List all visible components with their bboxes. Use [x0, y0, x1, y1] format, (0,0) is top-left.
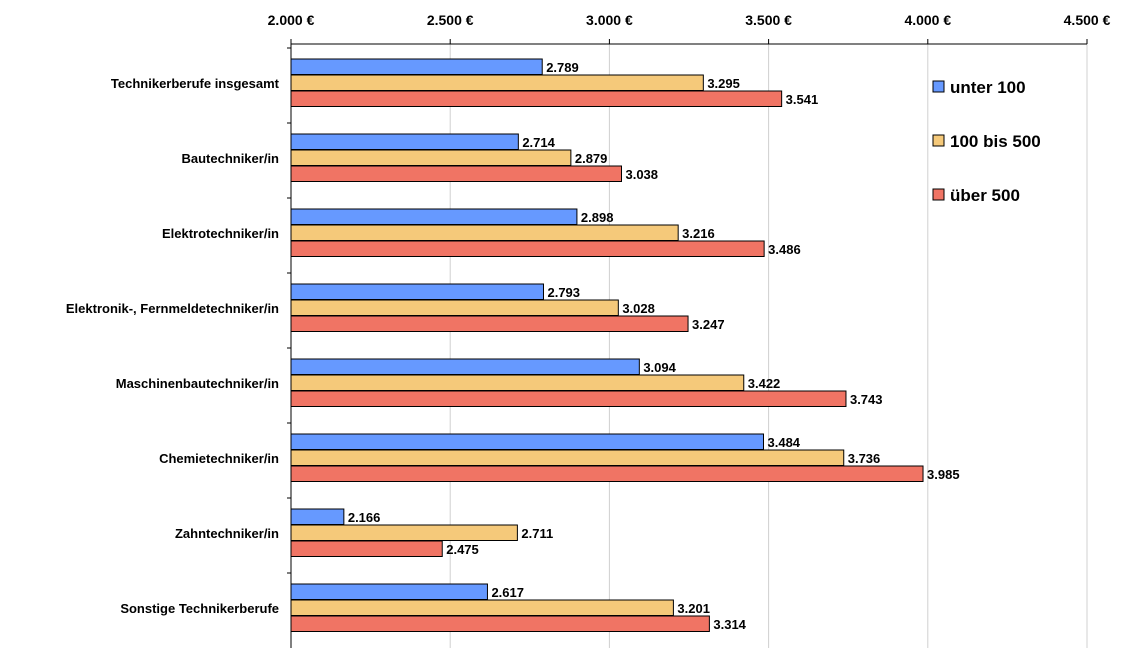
x-tick-label: 4.500 €: [1064, 12, 1111, 28]
category-label: Bautechniker/in: [181, 151, 279, 166]
legend-label: über 500: [950, 186, 1020, 205]
data-label: 3.422: [748, 376, 781, 391]
bar: [290, 599, 674, 616]
category-label: Zahntechniker/in: [175, 526, 279, 541]
data-label: 2.475: [446, 542, 479, 557]
category-label: Technikerberufe insgesamt: [111, 76, 280, 91]
data-label: 3.094: [643, 360, 676, 375]
legend-swatch: [932, 134, 945, 147]
data-label: 2.714: [522, 135, 555, 150]
bar: [290, 224, 679, 241]
data-label: 3.541: [786, 92, 819, 107]
legend-swatch: [932, 188, 945, 201]
bar: [290, 58, 543, 75]
x-tick-label: 3.000 €: [586, 12, 633, 28]
data-label: 3.216: [682, 226, 715, 241]
bar: [290, 449, 845, 466]
category-label: Elektrotechniker/in: [162, 226, 279, 241]
data-label: 2.617: [491, 585, 524, 600]
category-label: Maschinenbautechniker/in: [116, 376, 279, 391]
data-label: 3.295: [707, 76, 740, 91]
bar: [290, 524, 518, 541]
data-label: 3.985: [927, 467, 960, 482]
data-label: 2.898: [581, 210, 614, 225]
x-tick-label: 3.500 €: [745, 12, 792, 28]
legend-label: unter 100: [950, 78, 1026, 97]
bar: [290, 433, 765, 450]
data-label: 3.314: [713, 617, 746, 632]
x-tick-label: 4.000 €: [904, 12, 951, 28]
bar: [290, 133, 519, 150]
data-label: 3.247: [692, 317, 725, 332]
bar: [290, 615, 710, 632]
bar: [290, 540, 443, 557]
category-label: Sonstige Technikerberufe: [120, 601, 279, 616]
legend-label: 100 bis 500: [950, 132, 1041, 151]
bar: [290, 208, 578, 225]
data-label: 3.743: [850, 392, 883, 407]
x-tick-label: 2.000 €: [268, 12, 315, 28]
data-label: 2.166: [348, 510, 381, 525]
bar: [290, 465, 924, 482]
data-label: 3.484: [768, 435, 801, 450]
data-label: 3.028: [622, 301, 655, 316]
data-label: 2.879: [575, 151, 608, 166]
bar: [290, 165, 622, 182]
data-label: 2.789: [546, 60, 579, 75]
x-tick-label: 2.500 €: [427, 12, 474, 28]
bar: [290, 299, 619, 316]
category-label: Elektronik-, Fernmeldetechniker/in: [66, 301, 279, 316]
data-label: 2.711: [521, 526, 553, 541]
data-label: 2.793: [547, 285, 580, 300]
legend-swatch: [932, 80, 945, 93]
data-label: 3.486: [768, 242, 801, 257]
bar: [290, 374, 745, 391]
data-label: 3.038: [625, 167, 658, 182]
bar: [290, 583, 488, 600]
bar: [290, 508, 345, 525]
bar: [290, 315, 689, 332]
bar: [290, 90, 783, 107]
category-label: Chemietechniker/in: [159, 451, 279, 466]
bar: [290, 240, 765, 257]
bar: [290, 358, 640, 375]
bar: [290, 283, 544, 300]
bar: [290, 390, 847, 407]
data-label: 3.736: [848, 451, 881, 466]
bar: [290, 149, 572, 166]
bar: [290, 74, 704, 91]
data-label: 3.201: [677, 601, 710, 616]
